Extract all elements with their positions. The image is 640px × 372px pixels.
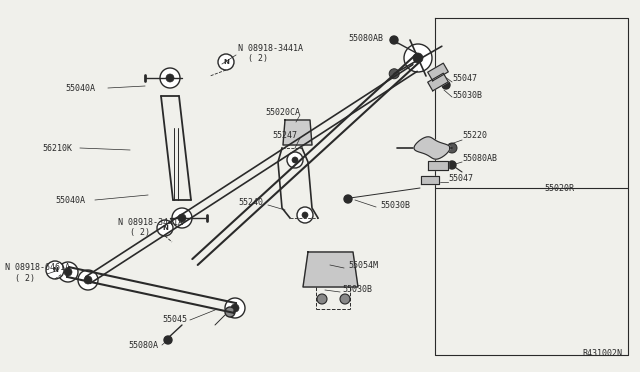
Polygon shape: [303, 252, 358, 287]
Circle shape: [225, 298, 245, 318]
Text: 55040A: 55040A: [65, 83, 95, 93]
Text: 55080AB: 55080AB: [348, 33, 383, 42]
Circle shape: [157, 220, 173, 236]
Text: 55247: 55247: [272, 131, 297, 140]
Circle shape: [448, 161, 456, 169]
Polygon shape: [428, 160, 448, 170]
Circle shape: [64, 268, 72, 276]
Text: 55030B: 55030B: [342, 285, 372, 295]
Circle shape: [166, 74, 174, 82]
Circle shape: [297, 207, 313, 223]
Circle shape: [317, 294, 327, 304]
Circle shape: [344, 195, 352, 203]
Text: N: N: [223, 59, 229, 65]
Text: ( 2): ( 2): [130, 228, 150, 237]
Circle shape: [389, 69, 399, 79]
Circle shape: [164, 336, 172, 344]
Text: 55240: 55240: [238, 198, 263, 206]
Text: 55030B: 55030B: [452, 90, 482, 99]
Circle shape: [390, 36, 398, 44]
Polygon shape: [428, 63, 448, 81]
Polygon shape: [421, 176, 439, 184]
Text: 55045: 55045: [162, 315, 187, 324]
Circle shape: [218, 54, 234, 70]
Text: N 08918-6461A: N 08918-6461A: [5, 263, 70, 273]
Text: 56210K: 56210K: [42, 144, 72, 153]
Circle shape: [231, 304, 239, 312]
Text: 55220: 55220: [462, 131, 487, 140]
Polygon shape: [283, 120, 312, 145]
Circle shape: [302, 212, 308, 218]
Circle shape: [404, 44, 432, 72]
Text: N 08918-3441A: N 08918-3441A: [118, 218, 183, 227]
Circle shape: [225, 307, 235, 317]
Circle shape: [413, 53, 423, 63]
Text: ( 2): ( 2): [248, 54, 268, 62]
Circle shape: [447, 143, 457, 153]
Text: 55030B: 55030B: [380, 201, 410, 209]
Text: 55020R: 55020R: [544, 183, 574, 192]
Text: 55040A: 55040A: [55, 196, 85, 205]
Circle shape: [160, 68, 180, 88]
Text: N: N: [52, 267, 58, 273]
Text: 55054M: 55054M: [348, 260, 378, 269]
Text: 55080A: 55080A: [128, 340, 158, 350]
Circle shape: [58, 262, 78, 282]
Polygon shape: [428, 73, 448, 91]
Circle shape: [172, 208, 192, 228]
Circle shape: [78, 270, 98, 290]
Text: ( 2): ( 2): [15, 273, 35, 282]
Circle shape: [178, 214, 186, 222]
Circle shape: [340, 294, 350, 304]
Circle shape: [427, 143, 437, 153]
Polygon shape: [414, 137, 450, 159]
Circle shape: [287, 152, 303, 168]
Text: R431002N: R431002N: [582, 349, 622, 358]
Circle shape: [46, 261, 64, 279]
Circle shape: [292, 157, 298, 163]
Text: N: N: [162, 225, 168, 231]
Text: 55047: 55047: [452, 74, 477, 83]
Text: 55047: 55047: [448, 173, 473, 183]
Circle shape: [442, 81, 450, 89]
Text: 55020CA: 55020CA: [265, 108, 300, 116]
Circle shape: [84, 276, 92, 284]
Text: N 08918-3441A: N 08918-3441A: [238, 44, 303, 52]
Text: 55080AB: 55080AB: [462, 154, 497, 163]
